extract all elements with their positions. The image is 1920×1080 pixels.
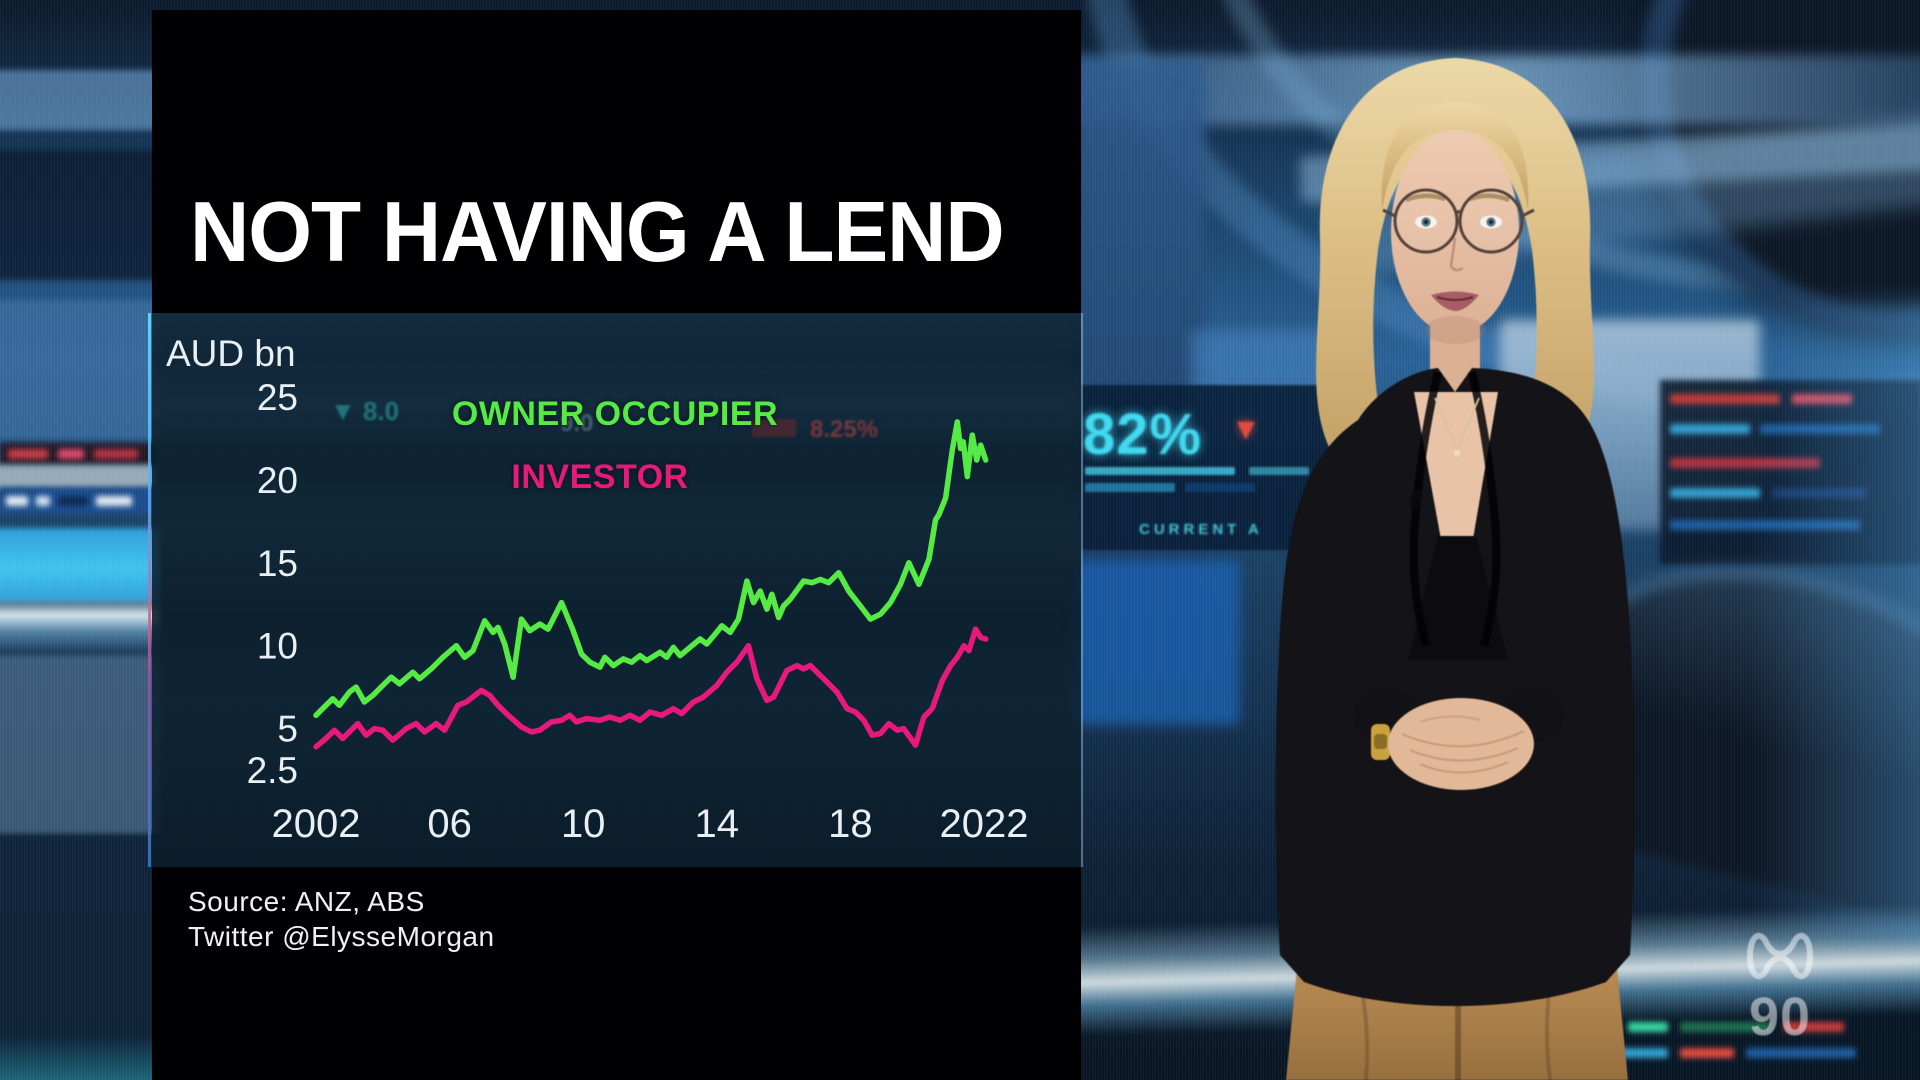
- lapel-mic: [1409, 489, 1423, 509]
- series-lines: [313, 419, 989, 750]
- chest-skin: [1414, 392, 1498, 545]
- x-axis-ticks: 2002 06 10 14 18 2022: [272, 802, 1029, 846]
- y-axis-ticks-label: 2.5: [247, 750, 298, 791]
- abc-90-watermark: 90: [1738, 925, 1822, 1047]
- market-screen-right: [1660, 380, 1920, 565]
- chart-overlay-panel: NOT HAVING A LEND ▼ 8.0 9.0 8.25% AUD bn…: [148, 10, 1083, 1080]
- glare-streak-mid: [1750, 300, 1920, 940]
- bleed-ticker-pale: 9.0: [560, 410, 594, 437]
- bleed-ticker-teal: ▼ 8.0: [330, 396, 400, 426]
- y-axis-ticks-label: 15: [257, 543, 298, 584]
- news-presenter: [1275, 58, 1635, 1080]
- y-axis-ticks-label: 10: [257, 626, 298, 667]
- left-wall-band: [0, 150, 160, 280]
- y-axis-ticks-label: 5: [277, 709, 298, 750]
- chart-title-block: NOT HAVING A LEND: [152, 10, 1081, 313]
- big-percent-readout: 82%: [1083, 402, 1203, 467]
- legend-investor: INVESTOR: [511, 458, 689, 496]
- left-ticker-red-row: [0, 443, 155, 465]
- y-axis-ticks-label: 25: [257, 377, 298, 418]
- screen-caption: CURRENT A: [1139, 521, 1263, 538]
- left-bottom-glow: [0, 1035, 160, 1080]
- left-light-streak: [0, 598, 160, 654]
- down-triangle-icon: ▼: [1231, 413, 1262, 446]
- panel-right-edge-light: [1081, 313, 1083, 867]
- x-axis-ticks-label: 2002: [272, 802, 361, 846]
- glasses: [1382, 188, 1535, 254]
- presenter-fringe: [1381, 102, 1529, 210]
- abc-logo-icon: [1746, 932, 1814, 980]
- bleed-ticker-red: 8.25%: [810, 416, 879, 443]
- desk-left: [1075, 560, 1240, 725]
- chart-area: ▼ 8.0 9.0 8.25% AUD bn OWNER OCCUPIER IN…: [148, 313, 1083, 867]
- presenter-lips: [1431, 291, 1479, 311]
- left-wall-band: [0, 465, 155, 488]
- source-line: Source: ANZ, ABS: [188, 886, 425, 917]
- camisole: [1408, 536, 1508, 660]
- chart-title: NOT HAVING A LEND: [190, 185, 1005, 280]
- left-ticker-blue-row: [0, 488, 155, 514]
- panel-translucency-bands: [152, 313, 1081, 867]
- series-line-investor: [313, 626, 989, 750]
- panel-left-edge-light: [148, 313, 151, 867]
- x-axis-ticks-label: 10: [561, 802, 606, 846]
- x-axis-ticks-label: 18: [828, 802, 873, 846]
- blazer: [1275, 368, 1635, 1006]
- x-axis-ticks-label: 06: [427, 802, 472, 846]
- pendant: [1453, 449, 1461, 457]
- left-floor-band: [0, 655, 160, 835]
- source-block: Source: ANZ, ABS Twitter @ElysseMorgan: [152, 867, 1081, 1080]
- credit-line: Twitter @ElysseMorgan: [188, 921, 495, 952]
- left-wall-band: [0, 70, 160, 130]
- left-wall-band: [0, 300, 160, 440]
- left-bright-cyan-band: [0, 528, 160, 602]
- x-axis-ticks-label: 2022: [940, 802, 1029, 846]
- watermark-number: 90: [1748, 987, 1812, 1047]
- y-axis-unit-label: AUD bn: [166, 333, 296, 374]
- series-line-owner-occupier: [313, 419, 989, 719]
- legend-owner-occupier: OWNER OCCUPIER: [451, 395, 779, 433]
- bleed-red-block: [752, 419, 796, 437]
- x-axis-ticks-label: 14: [695, 802, 740, 846]
- line-chart: 25 20 15 10 52.5 2002 06 10 14 18 2022: [247, 377, 1029, 846]
- y-axis-ticks: 25 20 15 10 52.5: [247, 377, 298, 791]
- clasped-hands: [1388, 698, 1534, 790]
- y-axis-ticks-label: 20: [257, 460, 298, 501]
